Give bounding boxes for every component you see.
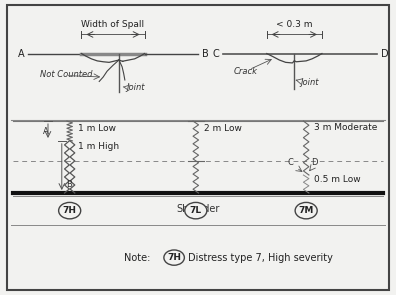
Text: B: B bbox=[66, 180, 72, 189]
Text: 3 m Moderate: 3 m Moderate bbox=[314, 123, 377, 132]
Text: Not Counted: Not Counted bbox=[40, 70, 93, 78]
Circle shape bbox=[295, 202, 317, 219]
Text: Shoulder: Shoulder bbox=[176, 204, 219, 214]
Text: 7H: 7H bbox=[167, 253, 181, 262]
Text: Crack: Crack bbox=[233, 67, 257, 76]
Text: D: D bbox=[312, 158, 318, 167]
Circle shape bbox=[164, 250, 185, 265]
Text: 7M: 7M bbox=[299, 206, 314, 215]
Text: 1 m High: 1 m High bbox=[78, 142, 119, 151]
Text: Width of Spall: Width of Spall bbox=[82, 19, 145, 29]
Text: Joint: Joint bbox=[127, 83, 145, 92]
Text: Joint: Joint bbox=[300, 78, 319, 87]
Circle shape bbox=[59, 202, 81, 219]
Text: D: D bbox=[381, 49, 389, 58]
Text: A: A bbox=[43, 127, 49, 137]
Text: A: A bbox=[18, 49, 24, 58]
Text: 7H: 7H bbox=[63, 206, 77, 215]
Text: Distress type 7, High severity: Distress type 7, High severity bbox=[188, 253, 333, 263]
Circle shape bbox=[185, 202, 207, 219]
Text: 1 m Low: 1 m Low bbox=[78, 124, 116, 133]
Text: Note:: Note: bbox=[124, 253, 150, 263]
Text: < 0.3 m: < 0.3 m bbox=[276, 19, 312, 29]
Text: 0.5 m Low: 0.5 m Low bbox=[314, 175, 361, 184]
Text: 7L: 7L bbox=[190, 206, 202, 215]
Text: C: C bbox=[213, 49, 219, 58]
Text: B: B bbox=[202, 49, 208, 58]
Text: C: C bbox=[287, 158, 293, 167]
Text: 2 m Low: 2 m Low bbox=[204, 124, 242, 133]
